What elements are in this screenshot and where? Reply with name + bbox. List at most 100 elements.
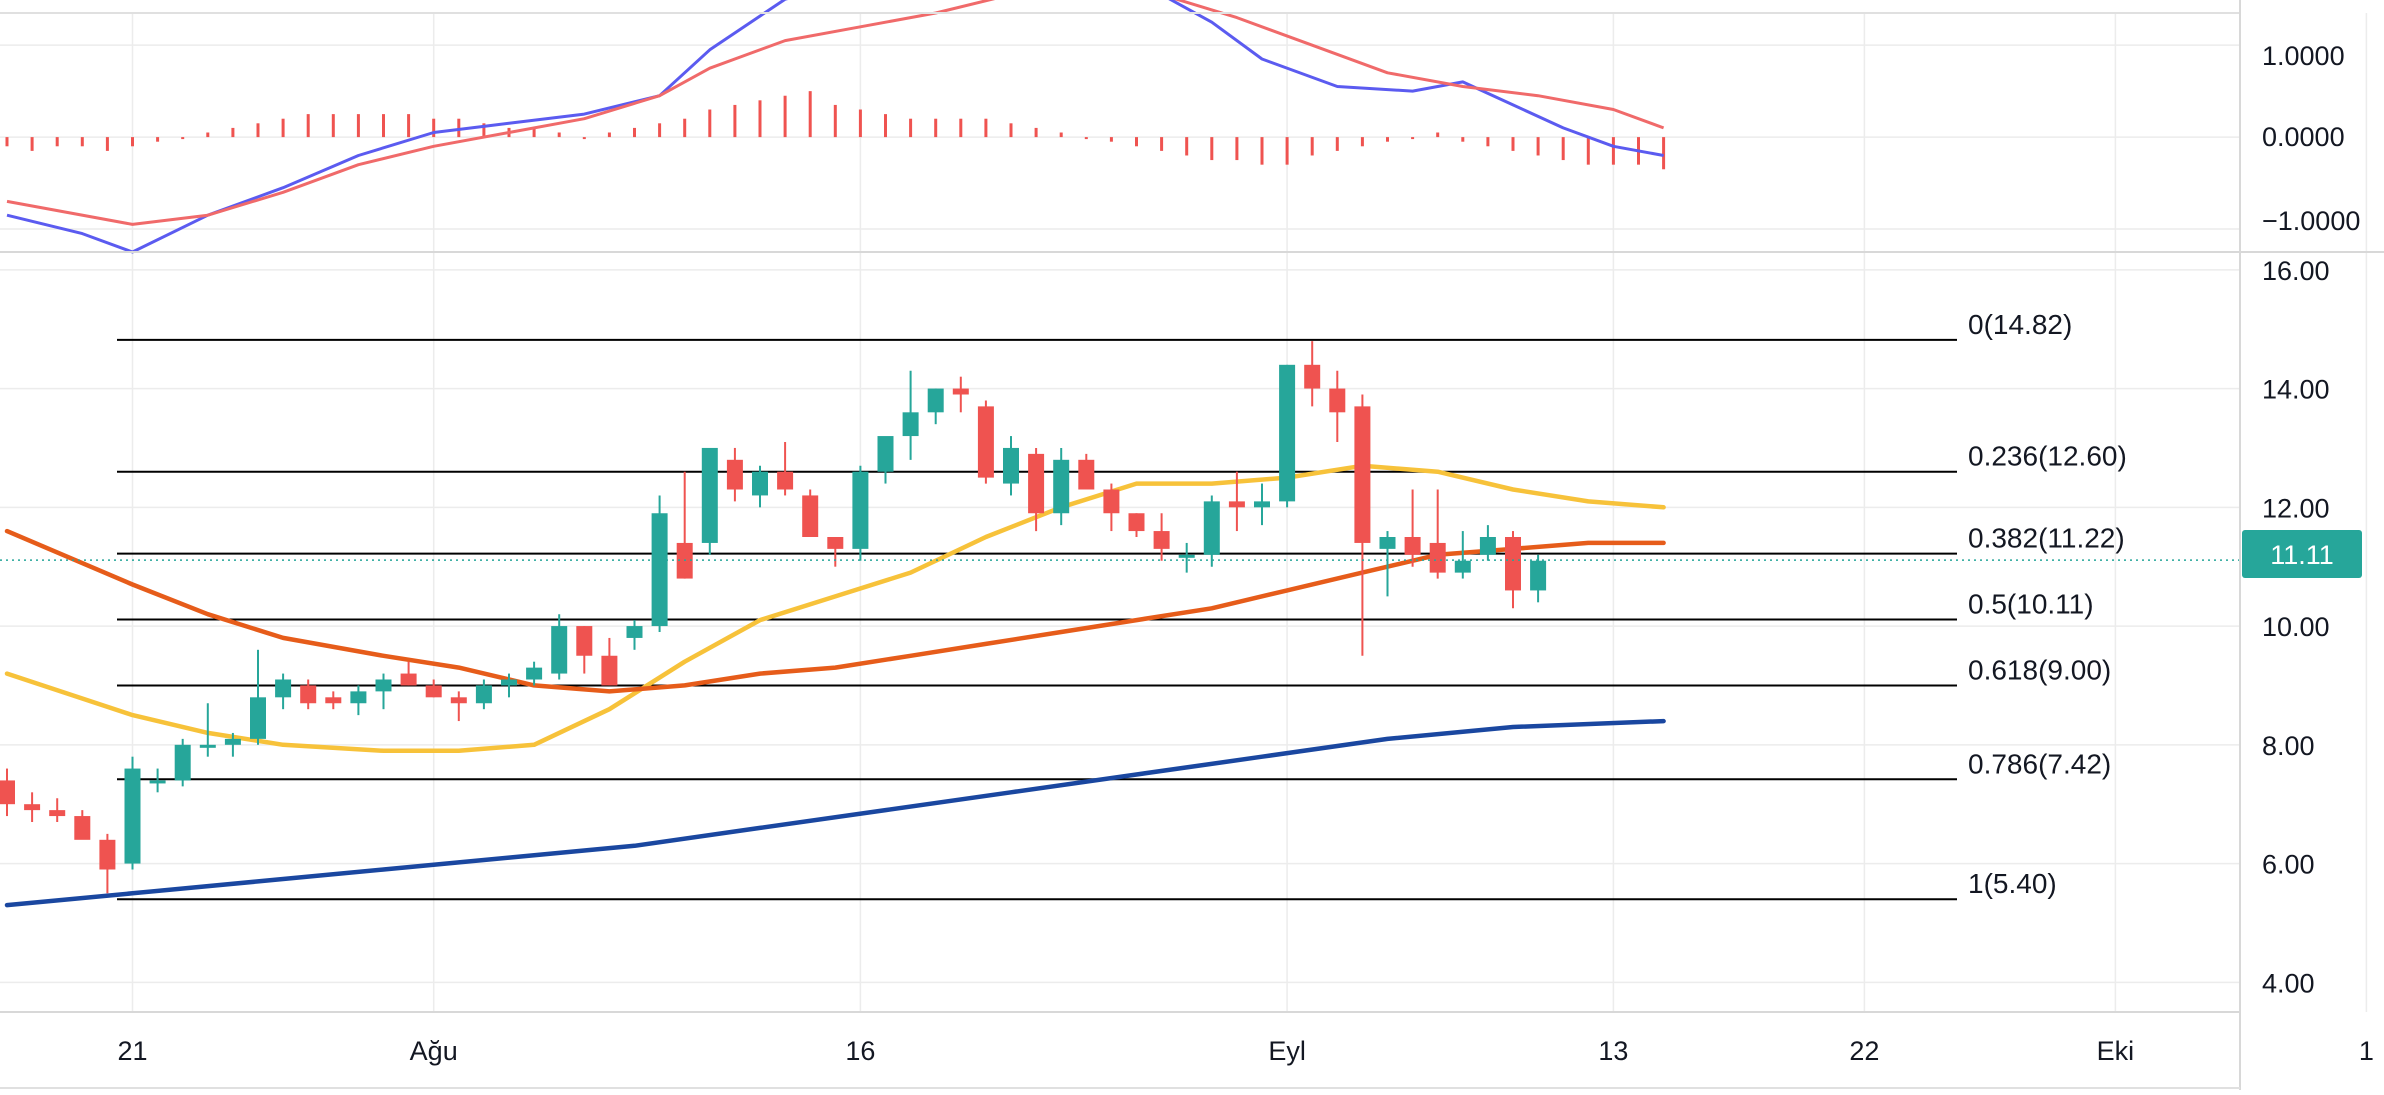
candle bbox=[1078, 453, 1095, 490]
candle bbox=[475, 679, 492, 710]
time-axis-label: 1 bbox=[2359, 1036, 2374, 1066]
candle-body bbox=[425, 685, 442, 698]
candle-body bbox=[802, 495, 819, 537]
time-axis-label: Ağu bbox=[410, 1036, 458, 1066]
candle-body bbox=[1429, 542, 1446, 573]
candle-body bbox=[877, 436, 894, 472]
candle-body bbox=[827, 537, 844, 549]
candle bbox=[1053, 447, 1070, 526]
price-tick-label: 8.00 bbox=[2262, 731, 2315, 761]
macd-histogram-bar bbox=[858, 109, 862, 138]
candle bbox=[651, 495, 668, 632]
macd-histogram-bar bbox=[1561, 137, 1565, 161]
candle bbox=[1128, 513, 1145, 537]
candlesticks[interactable] bbox=[0, 341, 1547, 894]
macd-histogram-bar bbox=[1235, 137, 1239, 161]
candle-body bbox=[1505, 537, 1521, 591]
candle-body bbox=[375, 679, 392, 692]
macd-histogram-bar bbox=[105, 137, 109, 151]
candle bbox=[1003, 436, 1019, 496]
candle-body bbox=[1454, 560, 1471, 573]
candle-body bbox=[852, 471, 869, 549]
candle bbox=[1429, 489, 1446, 579]
time-axis-label: 16 bbox=[845, 1036, 875, 1066]
macd-histogram-bar bbox=[909, 118, 913, 138]
candle-body bbox=[1028, 453, 1045, 514]
time-axis-label: 22 bbox=[1849, 1036, 1879, 1066]
macd-tick-label: 0.0000 bbox=[2262, 122, 2345, 152]
candle bbox=[526, 661, 543, 686]
candle-body bbox=[1003, 447, 1019, 484]
macd-histogram-bar bbox=[482, 123, 486, 138]
candle bbox=[1354, 394, 1371, 656]
candle-body bbox=[977, 406, 994, 478]
price-axis-ticks: 4.00 6.00 8.00 10.00 12.00 14.00 16.00 bbox=[2262, 256, 2330, 999]
candle-body bbox=[1329, 388, 1346, 413]
candle bbox=[777, 442, 794, 496]
time-axis-label: Eki bbox=[2097, 1036, 2135, 1066]
macd-histogram-bar bbox=[131, 137, 134, 147]
macd-histogram-bar bbox=[984, 118, 988, 138]
candle bbox=[149, 768, 166, 793]
candle-body bbox=[1254, 501, 1270, 508]
macd-histogram-bar bbox=[306, 114, 310, 138]
fib-level-label: 0(14.82) bbox=[1968, 309, 2072, 340]
candle-body bbox=[350, 691, 367, 704]
candle-body bbox=[450, 697, 467, 704]
candle-body bbox=[1354, 406, 1371, 543]
candle-body bbox=[174, 744, 191, 781]
candle bbox=[1279, 364, 1296, 508]
macd-histogram-bar bbox=[582, 137, 586, 140]
price-tick-label: 10.00 bbox=[2262, 612, 2330, 642]
macd-histogram-bar bbox=[1360, 137, 1364, 147]
candle-body bbox=[576, 626, 593, 656]
candle bbox=[1304, 341, 1321, 407]
fib-level-label: 0.786(7.42) bbox=[1968, 748, 2111, 779]
candle-body bbox=[1103, 489, 1120, 514]
candle-body bbox=[1304, 364, 1321, 389]
candle-body bbox=[551, 626, 568, 674]
candle-body bbox=[1153, 531, 1170, 549]
candle bbox=[275, 673, 292, 710]
signal-line bbox=[6, 0, 1665, 226]
macd-histogram-bar bbox=[1436, 132, 1440, 138]
candle-body bbox=[149, 780, 166, 784]
time-axis-label: 21 bbox=[117, 1036, 147, 1066]
macd-histogram-bar bbox=[833, 104, 837, 138]
candle bbox=[1028, 447, 1045, 532]
macd-histogram-bar bbox=[658, 123, 662, 138]
candle bbox=[224, 732, 241, 757]
macd-histogram-bar bbox=[1109, 137, 1113, 142]
macd-tick-label: −1.0000 bbox=[2262, 206, 2360, 236]
macd-histogram-bar bbox=[607, 132, 611, 138]
candle-body bbox=[24, 804, 41, 811]
fibonacci-retracement[interactable]: 0(14.82) 0.236(12.60) 0.382(11.22) 0.5(10.1… bbox=[117, 309, 2127, 901]
candle-body bbox=[250, 697, 266, 739]
candle-body bbox=[601, 655, 618, 686]
candle-body bbox=[1053, 459, 1070, 514]
candle bbox=[0, 768, 15, 817]
candle-body bbox=[1279, 364, 1296, 502]
macd-histogram-bar bbox=[1135, 137, 1138, 147]
macd-histogram-bar bbox=[1411, 137, 1415, 140]
candle-body bbox=[0, 780, 15, 805]
macd-histogram-bar bbox=[1586, 137, 1590, 165]
candle-body bbox=[1128, 513, 1145, 532]
macd-histogram-bar bbox=[432, 118, 436, 138]
candle-body bbox=[952, 388, 969, 395]
candle-body bbox=[902, 412, 919, 437]
candle-body bbox=[124, 768, 141, 864]
candle-body bbox=[626, 626, 643, 638]
macd-histogram-bar bbox=[934, 118, 938, 138]
candle bbox=[325, 691, 342, 710]
candle bbox=[726, 447, 743, 502]
macd-histogram-bar bbox=[181, 137, 185, 140]
macd-histogram-bar bbox=[5, 137, 9, 147]
candle-body bbox=[1203, 501, 1220, 555]
candle bbox=[977, 400, 994, 484]
slow-moving-average bbox=[4, 718, 1666, 908]
candle-body bbox=[1530, 560, 1547, 591]
macd-histogram-bar bbox=[758, 100, 762, 138]
